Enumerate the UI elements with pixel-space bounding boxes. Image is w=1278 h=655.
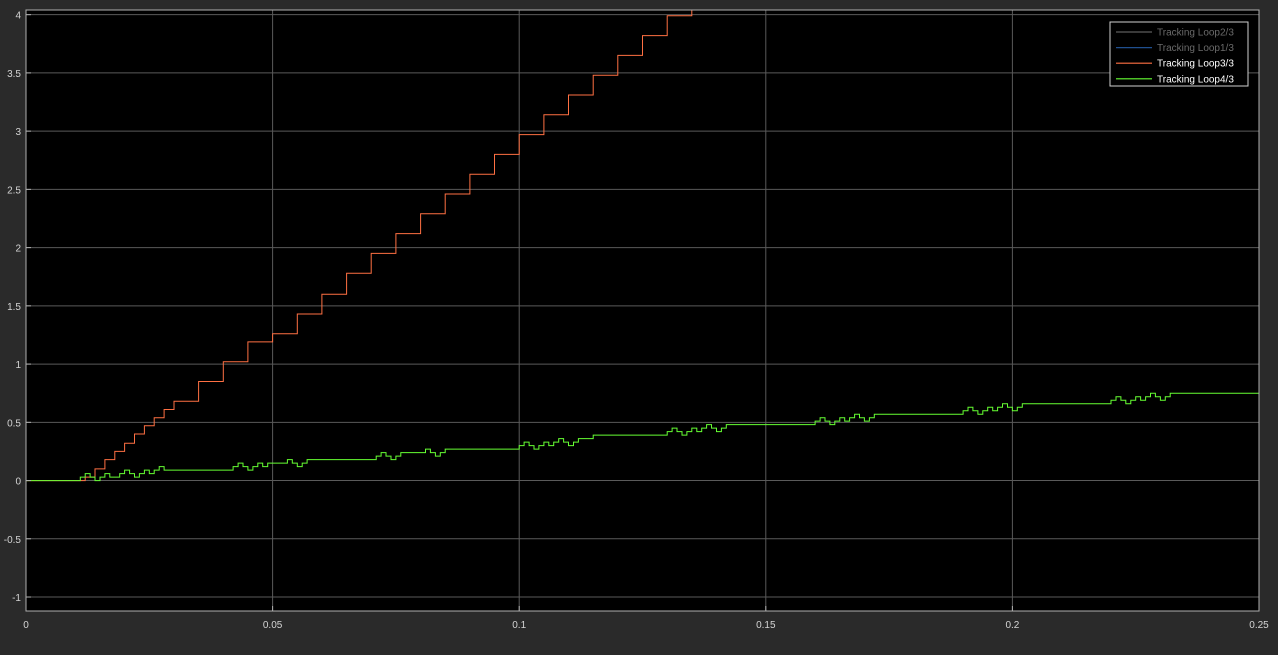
x-tick-label: 0.05 [263,620,283,631]
x-tick-label: 0 [23,620,29,631]
x-tick-label: 0.25 [1249,620,1269,631]
x-tick-label: 0.2 [1005,620,1019,631]
plot-lines [26,10,1259,482]
y-tick-label: 1 [15,360,21,371]
legend-label: Tracking Loop4/3 [1157,74,1234,85]
legend-items: Tracking Loop2/3 Tracking Loop1/3 Tracking… [1116,28,1234,85]
y-tick-label: 1.5 [7,302,21,313]
legend-label: Tracking Loop3/3 [1157,59,1234,70]
series-line-tracking-loop3-3 [26,10,693,482]
x-tick-label: 0.15 [756,620,776,631]
plot-area[interactable] [25,0,1260,612]
x-tick-label: 0.1 [512,620,526,631]
y-tick-label: -1 [12,593,21,604]
series-line-tracking-loop4-3 [26,392,1259,482]
y-axis-ticks: -1 -0.5 0 0.5 1 1.5 2 2.5 3 3.5 4 [4,11,31,604]
y-tick-label: 3.5 [7,69,21,80]
legend-box [1109,21,1249,87]
axes-background [26,10,1259,611]
y-tick-label: 2 [15,244,21,255]
legend-label: Tracking Loop2/3 [1157,28,1234,39]
y-tick-label: 0 [15,477,21,488]
x-axis-ticks: 0 0.05 0.1 0.15 0.2 0.25 [23,606,1269,631]
legend[interactable]: Tracking Loop2/3 Tracking Loop1/3 Tracking… [1109,21,1249,87]
y-tick-label: 0.5 [7,418,21,429]
grid [25,10,1260,611]
y-tick-label: 4 [15,11,21,22]
axes-border [25,9,1260,612]
y-tick-label: 3 [15,127,21,138]
legend-label: Tracking Loop1/3 [1157,43,1234,54]
y-tick-label: 2.5 [7,185,21,196]
y-tick-label: -0.5 [4,535,22,546]
